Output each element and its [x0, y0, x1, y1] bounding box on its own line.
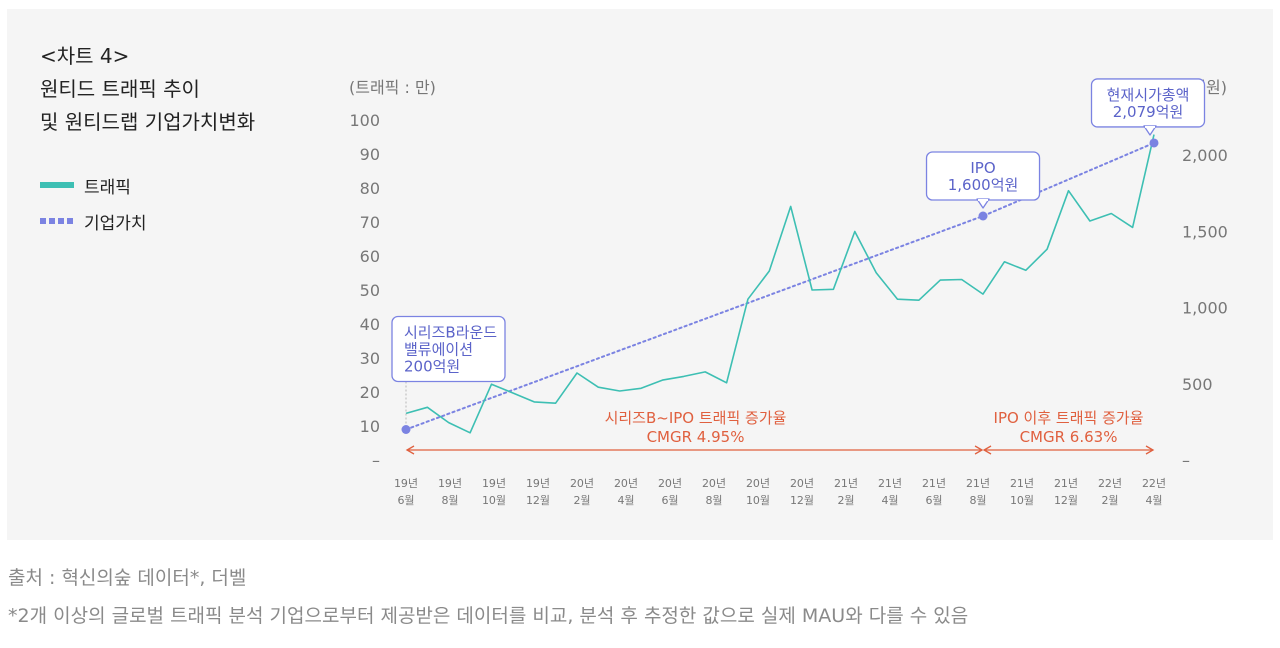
valuation-callout-text: 밸류에이션 [404, 341, 473, 359]
valuation-callout-text: 2,079억원 [1113, 103, 1184, 121]
chart-panel [7, 9, 1273, 540]
x-tick-label-year: 19년 [482, 477, 506, 490]
right-axis-tick-label: 1,000 [1182, 299, 1228, 318]
left-axis-tick-label: 60 [360, 247, 380, 266]
cmgr-arrow-head-right [974, 445, 984, 455]
cmgr-arrow-head-left [405, 445, 415, 455]
left-axis-tick-label: 50 [360, 281, 380, 300]
valuation-callout-text: 현재시가총액 [1107, 86, 1190, 104]
left-axis-tick-label: 100 [349, 111, 380, 130]
legend-label-valuation: 기업가치 [84, 213, 147, 234]
x-tick-label-year: 20년 [614, 477, 638, 490]
right-axis-tick-label: 500 [1182, 375, 1213, 394]
x-tick-label-year: 22년 [1142, 477, 1166, 490]
right-axis-tick-label: 2,000 [1182, 146, 1228, 165]
valuation-callout-text: IPO [970, 159, 995, 177]
x-tick-label-year: 21년 [1054, 477, 1078, 490]
x-tick-label-month: 10월 [482, 494, 506, 507]
x-tick-label-month: 2월 [837, 494, 854, 507]
x-tick-label-month: 12월 [1054, 494, 1078, 507]
right-axis-tick-label: – [1182, 451, 1190, 470]
left-axis-tick-label: 30 [360, 349, 380, 368]
x-tick-label-year: 21년 [1010, 477, 1034, 490]
x-tick-label-month: 12월 [790, 494, 814, 507]
x-tick-label-month: 6월 [661, 494, 678, 507]
legend-item-traffic: 트래픽 [40, 167, 147, 203]
left-axis-tick-label: 90 [360, 145, 380, 164]
valuation-marker [1149, 138, 1159, 148]
x-tick-label-month: 8월 [969, 494, 986, 507]
title-line-2: 원티드 트래픽 추이 [40, 77, 200, 101]
x-tick-label-month: 10월 [1010, 494, 1034, 507]
left-axis-tick-label: 70 [360, 213, 380, 232]
valuation-callout-text: 1,600억원 [948, 176, 1019, 194]
x-tick-label-month: 6월 [925, 494, 942, 507]
x-tick-label-year: 21년 [922, 477, 946, 490]
cmgr-value: CMGR 6.63% [1020, 428, 1118, 446]
x-tick-label-year: 21년 [834, 477, 858, 490]
cmgr-value: CMGR 4.95% [647, 428, 745, 446]
x-tick-label-year: 20년 [746, 477, 770, 490]
x-tick-label-month: 2월 [573, 494, 590, 507]
chart-title: <차트 4> 원티드 트래픽 추이 및 원티드랩 기업가치변화 [40, 40, 255, 139]
cmgr-label: IPO 이후 트래픽 증가율 [994, 409, 1144, 427]
x-tick-label-year: 19년 [526, 477, 550, 490]
left-axis-tick-label: – [372, 451, 380, 470]
x-tick-label-year: 22년 [1098, 477, 1122, 490]
traffic-valuation-chart: (트래픽 : 만)(기업가치 : 억원)–1020304050607080901… [349, 78, 1228, 507]
valuation-marker [401, 425, 411, 434]
x-tick-label-year: 20년 [702, 477, 726, 490]
x-tick-label-month: 4월 [881, 494, 898, 507]
x-tick-label-year: 19년 [394, 477, 418, 490]
x-tick-label-year: 20년 [790, 477, 814, 490]
x-tick-label-month: 6월 [397, 494, 414, 507]
traffic-line [405, 134, 1155, 434]
x-tick-label-month: 8월 [441, 494, 458, 507]
left-axis-tick-label: 20 [360, 383, 380, 402]
valuation-dotted-line [405, 141, 1155, 431]
valuation-callout-box [391, 315, 506, 383]
left-axis-unit-label: (트래픽 : 만) [349, 78, 436, 97]
x-tick-label-year: 20년 [658, 477, 682, 490]
right-axis-tick-label: 1,500 [1182, 222, 1228, 241]
x-tick-label-month: 10월 [746, 494, 770, 507]
x-tick-label-year: 21년 [878, 477, 902, 490]
x-tick-label-month: 4월 [1145, 494, 1162, 507]
x-tick-label-month: 2월 [1101, 494, 1118, 507]
x-tick-label-month: 8월 [705, 494, 722, 507]
traffic-line-swatch [40, 182, 74, 188]
valuation-marker [978, 211, 988, 221]
cmgr-arrow-head-right [1145, 445, 1155, 455]
valuation-dotted-swatch [40, 218, 74, 224]
chart-number: <차트 4> [40, 44, 130, 68]
cmgr-label: 시리즈B~IPO 트래픽 증가율 [605, 409, 787, 427]
x-tick-label-month: 4월 [617, 494, 634, 507]
source-note: 출처 : 혁신의숲 데이터*, 더벨 [8, 567, 247, 589]
valuation-callout-text: 200억원 [404, 358, 460, 376]
left-axis-tick-label: 80 [360, 179, 380, 198]
legend-label-traffic: 트래픽 [84, 177, 131, 198]
x-tick-label-year: 21년 [966, 477, 990, 490]
left-axis-tick-label: 10 [360, 417, 380, 436]
left-axis-tick-label: 40 [360, 315, 380, 334]
cmgr-arrow-head-left [982, 445, 992, 455]
x-tick-label-year: 20년 [570, 477, 594, 490]
title-line-3: 및 원티드랩 기업가치변화 [40, 110, 256, 134]
legend: 트래픽 기업가치 [40, 167, 147, 239]
disclaimer-note: *2개 이상의 글로벌 트래픽 분석 기업으로부터 제공받은 데이터를 비교, … [8, 605, 969, 627]
legend-item-valuation: 기업가치 [40, 203, 147, 239]
x-tick-label-year: 19년 [438, 477, 462, 490]
valuation-callout-text: 시리즈B라운드 [404, 324, 497, 342]
x-tick-label-month: 12월 [526, 494, 550, 507]
